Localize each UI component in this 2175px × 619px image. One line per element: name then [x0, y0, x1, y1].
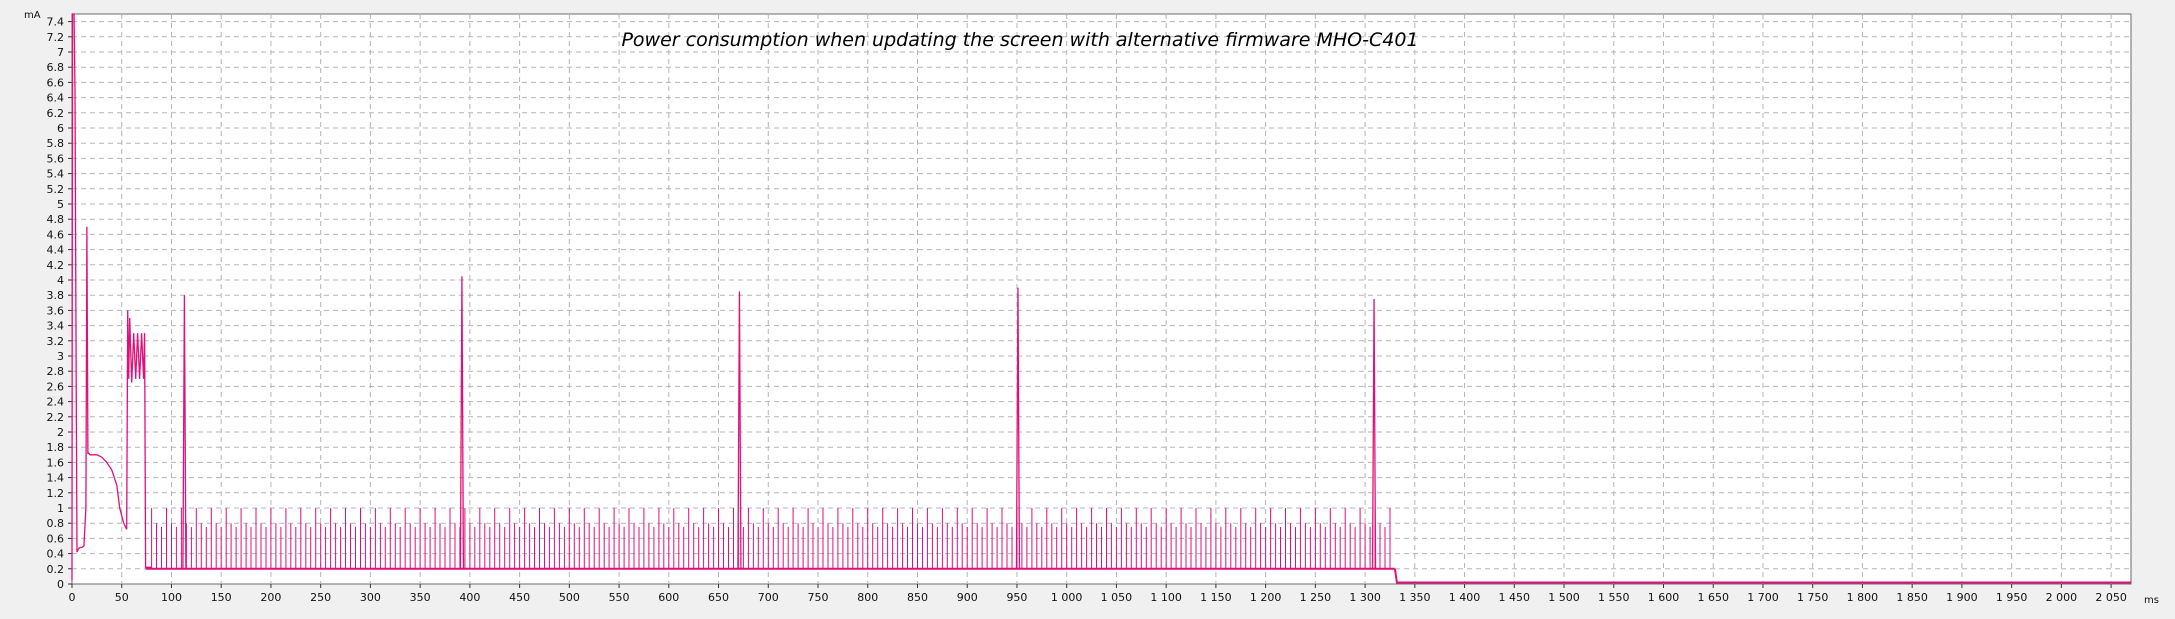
y-tick-label: 3: [57, 350, 64, 363]
y-tick-label: 4.8: [47, 213, 65, 226]
x-tick-label: 1 150: [1200, 591, 1232, 604]
x-tick-label: 500: [559, 591, 580, 604]
x-tick-label: 1 800: [1847, 591, 1879, 604]
y-tick-label: 0: [57, 578, 64, 591]
x-tick-label: 900: [957, 591, 978, 604]
y-tick-label: 5.2: [47, 183, 65, 196]
y-tick-label: 4.4: [47, 244, 65, 257]
y-tick-label: 0.2: [47, 563, 65, 576]
x-tick-label: 1 500: [1548, 591, 1580, 604]
x-tick-label: 550: [609, 591, 630, 604]
x-tick-label: 50: [115, 591, 129, 604]
x-tick-label: 800: [857, 591, 878, 604]
series-spike: [1371, 298, 1377, 569]
series-initial-trace: [71, 13, 152, 581]
x-tick-label: 300: [360, 591, 381, 604]
y-tick-label: 1.8: [47, 441, 65, 454]
chart-title: Power consumption when updating the scre…: [621, 29, 1418, 51]
y-axis-ticks: 0 0.2 0.4 0.6 0.8 1 1.2 1.4 1.6 1.8 2 2.2 2.4 2.6 2.8 3…: [47, 16, 72, 591]
x-tick-label: 1 750: [1797, 591, 1829, 604]
x-tick-label: 100: [161, 591, 182, 604]
x-tick-label: 1 900: [1946, 591, 1978, 604]
series-spike: [1015, 287, 1021, 569]
x-tick-label: 1 300: [1349, 591, 1381, 604]
x-tick-label: 1 250: [1300, 591, 1332, 604]
x-tick-label: 1 200: [1250, 591, 1282, 604]
x-tick-label: 650: [708, 591, 729, 604]
x-tick-label: 1 700: [1747, 591, 1779, 604]
x-tick-label: 450: [509, 591, 530, 604]
y-tick-label: 7.4: [47, 16, 65, 29]
y-tick-label: 1.4: [47, 472, 65, 485]
x-tick-label: 0: [69, 591, 76, 604]
y-tick-label: 0.8: [47, 517, 65, 530]
y-tick-label: 6.8: [47, 61, 65, 74]
y-tick-label: 6.4: [47, 92, 65, 105]
x-tick-label: 750: [808, 591, 829, 604]
x-tick-label: 600: [658, 591, 679, 604]
y-tick-label: 1.6: [47, 456, 65, 469]
x-tick-label: 350: [410, 591, 431, 604]
y-tick-label: 1.2: [47, 487, 65, 500]
y-tick-label: 3.4: [47, 320, 65, 333]
x-tick-label: 2 000: [2046, 591, 2078, 604]
x-tick-label: 250: [310, 591, 331, 604]
x-tick-label: 850: [907, 591, 928, 604]
y-tick-label: 7.2: [47, 31, 65, 44]
plot-background: [71, 13, 2132, 585]
y-tick-label: 0.6: [47, 532, 65, 545]
x-tick-label: 700: [758, 591, 779, 604]
x-tick-label: 1 850: [1896, 591, 1928, 604]
x-tick-label: 1 050: [1101, 591, 1133, 604]
y-tick-label: 2: [57, 426, 64, 439]
y-tick-label: 2.2: [47, 411, 65, 424]
y-tick-label: 6.6: [47, 76, 65, 89]
x-tick-label: 950: [1006, 591, 1027, 604]
y-tick-label: 1: [57, 502, 64, 515]
series-spike: [182, 295, 187, 569]
series-idle-tail: [1393, 568, 2131, 584]
y-tick-label: 5.8: [47, 137, 65, 150]
y-tick-label: 7: [57, 46, 64, 59]
x-tick-label: 1 550: [1598, 591, 1630, 604]
series-periodic-pulses: [151, 508, 1391, 569]
series-spike: [737, 291, 742, 569]
y-tick-label: 4.6: [47, 228, 65, 241]
series-spike: [459, 276, 465, 569]
y-axis-unit: mA: [24, 10, 41, 21]
x-tick-label: 1 100: [1150, 591, 1182, 604]
y-tick-label: 2.4: [47, 396, 65, 409]
y-tick-label: 4.2: [47, 259, 65, 272]
x-tick-label: 200: [260, 591, 281, 604]
y-tick-label: 3.2: [47, 335, 65, 348]
y-tick-label: 2.8: [47, 365, 65, 378]
y-tick-label: 5: [57, 198, 64, 211]
x-axis-unit: ms: [2144, 595, 2159, 606]
x-tick-label: 400: [459, 591, 480, 604]
x-tick-label: 1 350: [1399, 591, 1431, 604]
x-axis-ticks: 0 50 100 150 200 250 300 350 400 450 500 550 600 650 7…: [69, 584, 2127, 604]
x-tick-label: 1 650: [1697, 591, 1729, 604]
x-tick-label: 1 950: [1996, 591, 2028, 604]
x-tick-label: 1 450: [1499, 591, 1531, 604]
y-tick-label: 6.2: [47, 107, 65, 120]
x-tick-label: 1 400: [1449, 591, 1481, 604]
x-tick-label: 2 050: [2095, 591, 2127, 604]
y-tick-label: 2.6: [47, 380, 65, 393]
y-tick-label: 3.8: [47, 289, 65, 302]
y-tick-label: 6: [57, 122, 64, 135]
x-tick-label: 1 000: [1051, 591, 1083, 604]
y-tick-label: 5.4: [47, 168, 65, 181]
y-tick-label: 3.6: [47, 304, 65, 317]
x-tick-label: 1 600: [1648, 591, 1680, 604]
series-layer: [71, 13, 2131, 584]
y-tick-label: 4: [57, 274, 64, 287]
y-tick-label: 0.4: [47, 548, 65, 561]
x-tick-label: 150: [211, 591, 232, 604]
y-tick-label: 5.6: [47, 152, 65, 165]
